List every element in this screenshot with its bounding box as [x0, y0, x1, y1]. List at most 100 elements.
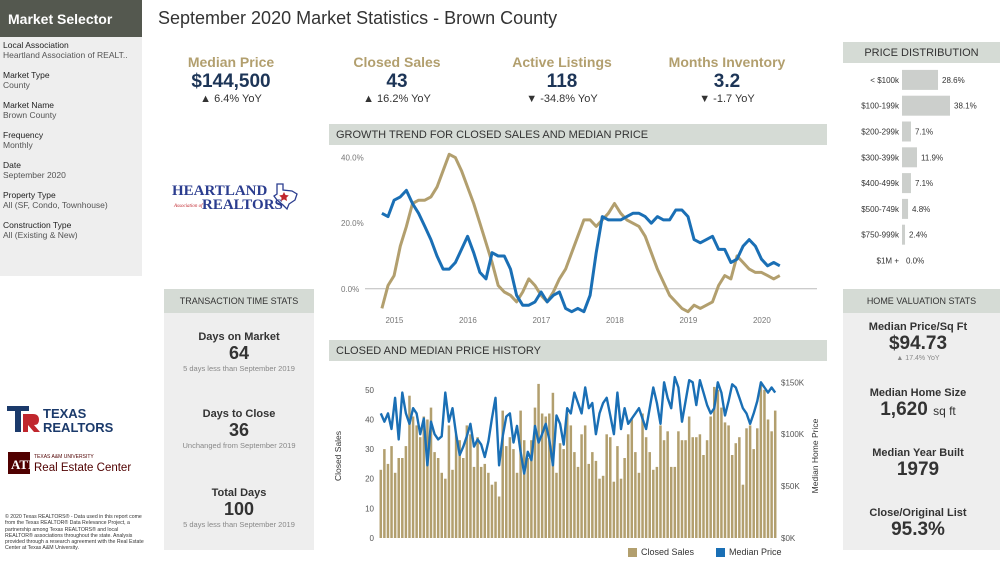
closed-sales-bar — [580, 434, 583, 538]
tr-logo-line1: TEXAS — [43, 406, 87, 421]
kpi-label: Closed Sales — [353, 54, 441, 70]
field-value[interactable]: Brown County — [3, 110, 57, 120]
field-value[interactable]: September 2020 — [3, 170, 66, 180]
star-icon — [279, 192, 289, 201]
closed-sales-bar — [702, 455, 705, 538]
price-dist-category: $100-199k — [861, 102, 900, 111]
market-selector-title: Market Selector — [8, 10, 113, 27]
closed-sales-bar — [515, 472, 519, 538]
stat-value: 36 — [228, 420, 250, 440]
price-dist-value-label: 0.0% — [906, 257, 924, 266]
closed-sales-bar — [429, 407, 433, 538]
closed-sales-bar — [483, 463, 487, 538]
stat-price-per-sqft: Median Price/Sq Ft $94.73 ▲ 17.4% YoY — [843, 321, 993, 362]
market-selector-panel: Local Association Heartland Association … — [0, 37, 142, 276]
stat-label: Days on Market — [198, 331, 280, 343]
closed-sales-bar — [716, 389, 720, 538]
closed-sales-bar — [698, 434, 702, 538]
closed-sales-bar — [565, 413, 569, 538]
price-dist-value-label: 7.1% — [915, 179, 933, 188]
texas-shape-icon — [273, 183, 298, 211]
closed-sales-bar — [734, 443, 738, 538]
closed-sales-bar — [469, 434, 472, 538]
closed-sales-bar — [454, 434, 458, 538]
closed-sales-bar — [773, 410, 777, 538]
stat-label: Days to Close — [202, 408, 276, 420]
closed-sales-bar — [505, 446, 508, 538]
closed-sales-bar — [397, 458, 400, 538]
kpi-value: $144,500 — [191, 71, 271, 92]
field-value[interactable]: All (SF, Condo, Townhouse) — [3, 200, 108, 210]
closed-sales-bar — [709, 416, 712, 538]
stat-change: ▲ 17.4% YoY — [896, 355, 940, 362]
price-dist-value-label: 11.9% — [921, 153, 943, 162]
price-dist-category: < $100k — [870, 76, 900, 85]
field-value[interactable]: County — [3, 80, 30, 90]
field-market-type[interactable]: Market Type County — [3, 70, 139, 90]
closed-sales-bar — [462, 458, 465, 538]
stat-label: Median Home Size — [869, 387, 967, 399]
closed-sales-bar — [436, 458, 440, 538]
closed-sales-bar — [766, 419, 770, 538]
closed-sales-bar — [623, 458, 626, 538]
logo-realtors-text: REALTORS — [202, 197, 283, 213]
closed-sales-bar — [752, 449, 755, 538]
x-tick-label: 2016 — [459, 316, 477, 325]
price-dist-value-label: 4.8% — [912, 205, 930, 214]
closed-sales-bar — [501, 410, 504, 538]
closed-sales-bar — [540, 413, 544, 538]
x-tick-label: 2017 — [532, 316, 550, 325]
price-dist-category: $500-749k — [861, 205, 900, 214]
field-property-type[interactable]: Property Type All (SF, Condo, Townhouse) — [3, 190, 139, 210]
stat-days-to-close: Days to Close 36 Unchanged from Septembe… — [164, 408, 314, 450]
stat-home-size: Median Home Size 1,620 sq ft — [843, 387, 993, 422]
field-value[interactable]: Heartland Association of REALT.. — [3, 50, 128, 60]
closed-sales-bar — [558, 443, 562, 538]
closed-sales-bar — [544, 416, 547, 538]
legend-label: Closed Sales — [641, 547, 695, 557]
price-dist-bar — [902, 121, 911, 142]
closed-sales-bar — [573, 452, 576, 538]
field-market-name[interactable]: Market Name Brown County — [3, 100, 139, 120]
field-construction-type[interactable]: Construction Type All (Existing & New) — [3, 220, 139, 240]
closed-sales-bar — [659, 425, 662, 538]
closed-sales-bar — [730, 455, 734, 538]
y-tick-label: 20.0% — [341, 219, 364, 228]
closed-sales-bar — [476, 437, 479, 538]
price-dist-value-label: 28.6% — [942, 76, 965, 85]
field-label: Local Association — [3, 40, 69, 50]
closed-sales-bar — [591, 452, 594, 538]
field-label: Market Type — [3, 70, 50, 80]
median-price-line — [379, 375, 777, 475]
y-tick-label: 40.0% — [341, 154, 364, 163]
y-tick-label: 40 — [365, 415, 374, 424]
closed-sales-bar — [418, 437, 422, 538]
closed-sales-bar — [626, 434, 630, 538]
transaction-time-panel — [164, 289, 314, 550]
closed-sales-bar — [756, 428, 759, 538]
field-value[interactable]: All (Existing & New) — [3, 230, 78, 240]
stat-label: Median Price/Sq Ft — [868, 321, 968, 333]
x-tick-label: 2018 — [606, 316, 624, 325]
closed-sales-bar — [479, 466, 483, 538]
price-dist-bar — [902, 147, 917, 168]
closed-sales-bar — [472, 466, 476, 538]
kpi-change: ▲ 16.2% YoY — [363, 93, 431, 105]
texas-realtors-logo: TEXAS REALTORS — [7, 406, 114, 435]
field-local-association[interactable]: Local Association Heartland Association … — [3, 40, 139, 60]
y-tick-label: 20 — [365, 475, 374, 484]
field-value[interactable]: Monthly — [3, 140, 33, 150]
closed-sales-bar — [390, 446, 393, 538]
price-distribution-chart: < $100k 28.6% $100-199k 38.1% $200-299k 7.1% $… — [861, 69, 977, 266]
field-date[interactable]: Date September 2020 — [3, 160, 139, 180]
closed-sales-bar — [748, 425, 752, 538]
closed-sales-bar — [655, 466, 659, 538]
price-dist-value-label: 2.4% — [909, 231, 927, 240]
closed-sales-bar — [408, 395, 411, 538]
price-dist-bar — [902, 95, 950, 116]
field-label: Property Type — [3, 190, 56, 200]
field-frequency[interactable]: Frequency Monthly — [3, 130, 139, 150]
closed-sales-bar — [598, 478, 601, 538]
closed-sales-bar — [401, 458, 404, 538]
